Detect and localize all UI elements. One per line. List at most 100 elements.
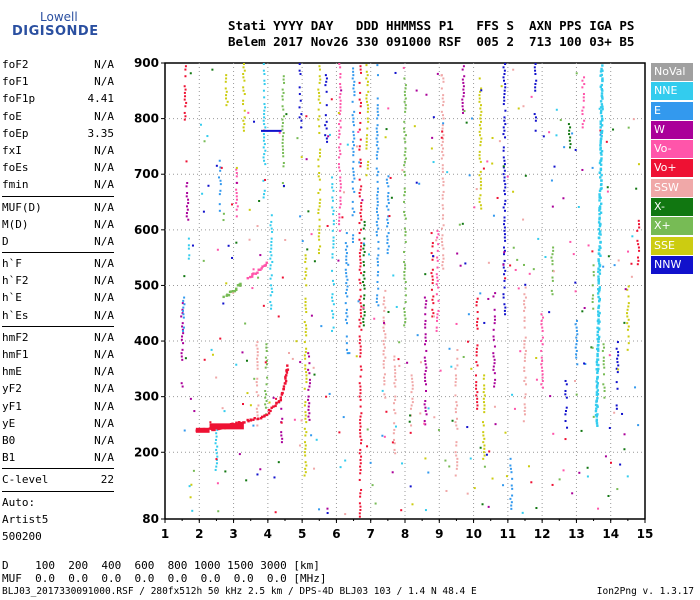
echo-point bbox=[512, 190, 515, 193]
echo-point bbox=[424, 457, 427, 460]
trace-point bbox=[259, 268, 262, 271]
echo-point bbox=[338, 431, 341, 434]
echo-point bbox=[242, 119, 245, 122]
echo-point bbox=[376, 197, 379, 200]
distance-row: D 100 200 400 600 800 1000 1500 3000 [km… bbox=[2, 559, 320, 572]
echo-point bbox=[337, 112, 340, 115]
echo-point bbox=[534, 86, 537, 89]
trace-point bbox=[599, 163, 603, 166]
trace-point bbox=[598, 311, 601, 315]
echo-point bbox=[565, 396, 568, 399]
echo-point bbox=[403, 314, 406, 317]
echo-point bbox=[366, 134, 369, 137]
echo-point bbox=[331, 293, 334, 296]
echo-point bbox=[550, 256, 553, 259]
echo-point bbox=[251, 287, 254, 290]
echo-point bbox=[528, 272, 531, 275]
param-value: N/A bbox=[94, 308, 114, 322]
echo-point bbox=[270, 214, 273, 217]
echo-point bbox=[503, 116, 506, 119]
echo-point bbox=[360, 218, 363, 221]
trace-point bbox=[596, 371, 599, 375]
echo-point bbox=[270, 287, 273, 290]
trace-point bbox=[600, 88, 603, 91]
echo-point bbox=[391, 441, 394, 444]
x-tick-label: 9 bbox=[435, 527, 443, 541]
echo-point bbox=[431, 308, 434, 311]
echo-point bbox=[411, 401, 414, 404]
trace-point bbox=[596, 330, 600, 334]
echo-point bbox=[382, 319, 385, 322]
echo-point bbox=[613, 264, 616, 267]
echo-point bbox=[359, 138, 362, 141]
y-tick-label: 300 bbox=[134, 390, 159, 404]
echo-point bbox=[215, 376, 218, 379]
param-label: foF1 bbox=[2, 75, 29, 89]
echo-point bbox=[359, 348, 362, 351]
echo-point bbox=[551, 483, 554, 486]
echo-point bbox=[362, 317, 365, 320]
echo-point bbox=[523, 293, 526, 296]
logo-line1: Lowell bbox=[40, 10, 78, 24]
echo-point bbox=[325, 77, 328, 80]
echo-point bbox=[352, 84, 355, 87]
trace-point bbox=[597, 322, 600, 325]
echo-point bbox=[479, 170, 482, 173]
echo-point bbox=[476, 407, 479, 410]
echo-point bbox=[479, 104, 482, 107]
echo-point bbox=[275, 397, 278, 400]
echo-point bbox=[351, 167, 354, 170]
echo-point bbox=[359, 392, 362, 395]
echo-point bbox=[503, 176, 506, 179]
trace-point bbox=[286, 364, 289, 367]
echo-point bbox=[393, 358, 396, 361]
echo-point bbox=[483, 404, 486, 407]
echo-point bbox=[187, 244, 190, 247]
echo-point bbox=[479, 107, 482, 110]
echo-point bbox=[359, 312, 362, 315]
echo-point bbox=[319, 155, 322, 158]
echo-point bbox=[626, 328, 629, 331]
legend-item-vo: Vo+ bbox=[651, 159, 693, 178]
echo-point bbox=[359, 308, 362, 311]
echo-point bbox=[214, 468, 217, 471]
echo-point bbox=[376, 74, 379, 77]
echo-point bbox=[441, 197, 444, 200]
echo-point bbox=[265, 346, 268, 349]
echo-point bbox=[352, 140, 355, 143]
echo-point bbox=[245, 479, 248, 482]
echo-point bbox=[278, 131, 281, 134]
echo-point bbox=[393, 442, 396, 445]
echo-point bbox=[436, 276, 439, 279]
echo-point bbox=[305, 267, 308, 270]
echo-point bbox=[305, 371, 308, 374]
echo-point bbox=[281, 417, 284, 420]
trace-point bbox=[260, 415, 264, 419]
echo-point bbox=[218, 176, 221, 179]
param-row: hmE N/A bbox=[2, 363, 114, 380]
echo-point bbox=[338, 169, 341, 172]
echo-point bbox=[263, 193, 266, 196]
echo-point bbox=[182, 342, 185, 345]
echo-point bbox=[220, 166, 223, 169]
param-divider bbox=[2, 252, 114, 254]
echo-point bbox=[383, 309, 386, 312]
trace-point bbox=[595, 407, 598, 410]
echo-point bbox=[448, 465, 451, 468]
echo-point bbox=[409, 414, 412, 417]
echo-point bbox=[503, 119, 506, 122]
echo-point bbox=[492, 328, 495, 331]
echo-point bbox=[442, 94, 445, 97]
x-tick-label: 14 bbox=[602, 527, 619, 541]
echo-point bbox=[516, 258, 519, 261]
echo-point bbox=[352, 67, 355, 70]
echo-point bbox=[317, 192, 320, 195]
echo-point bbox=[383, 373, 386, 376]
echo-point bbox=[339, 86, 342, 89]
echo-point bbox=[483, 407, 486, 410]
echo-point bbox=[524, 296, 527, 299]
x-tick-label: 4 bbox=[264, 527, 272, 541]
echo-point bbox=[602, 363, 605, 366]
echo-point bbox=[441, 234, 444, 237]
echo-point bbox=[479, 140, 482, 143]
